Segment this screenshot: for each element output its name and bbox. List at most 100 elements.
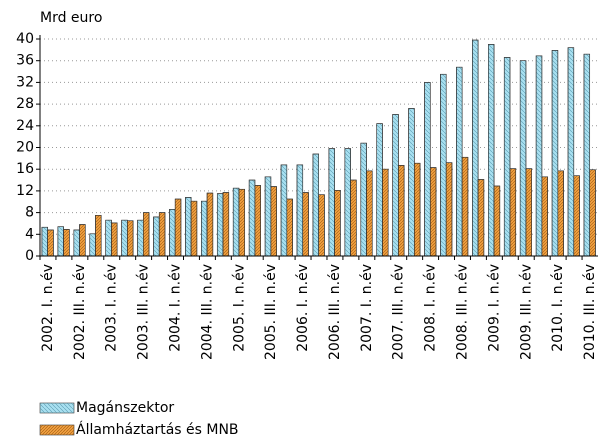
y-tick-label: 8 xyxy=(25,205,34,221)
bar-hatch xyxy=(95,215,102,257)
bar-hatch xyxy=(270,186,277,257)
y-tick-label: 16 xyxy=(16,161,34,177)
y-tick-label: 28 xyxy=(16,96,34,112)
bar-hatch xyxy=(519,60,527,257)
bar-hatch xyxy=(429,167,437,257)
legend-swatch-hatch xyxy=(40,425,74,435)
bar-hatch xyxy=(201,200,208,257)
bar-hatch xyxy=(137,219,144,257)
bar-hatch xyxy=(573,175,580,257)
bar-hatch xyxy=(127,220,134,257)
x-tick-label: 2008. I. n.év xyxy=(423,264,439,352)
bar-hatch xyxy=(461,156,469,257)
bar-hatch xyxy=(89,233,96,257)
x-tick-label: 2006. III. n.év xyxy=(327,264,343,360)
bar-hatch xyxy=(488,44,495,257)
x-tick-label: 2005. III. n.év xyxy=(263,264,279,360)
bar-hatch xyxy=(248,179,256,257)
bar-hatch xyxy=(366,170,373,257)
bar-hatch xyxy=(158,212,166,257)
bar-hatch xyxy=(398,165,405,257)
bar-hatch xyxy=(296,164,304,257)
x-tick-label: 2006. I. n.év xyxy=(295,264,311,352)
y-tick-label: 40 xyxy=(16,31,34,47)
bar-hatch xyxy=(57,226,64,257)
y-tick-label: 24 xyxy=(16,118,34,134)
x-tick-label: 2009. III. n.év xyxy=(518,264,534,360)
bar-hatch xyxy=(424,82,431,257)
bar-hatch xyxy=(47,229,54,257)
legend-label: Magánszektor xyxy=(76,400,174,416)
bar-hatch xyxy=(344,148,351,257)
bar-hatch xyxy=(79,224,86,257)
bar-hatch xyxy=(153,216,160,257)
x-tick-label: 2002. I. n.év xyxy=(40,264,56,352)
bar-hatch xyxy=(551,50,559,257)
bar-hatch xyxy=(143,212,150,257)
bar-hatch xyxy=(111,222,118,257)
x-tick-label: 2010. III. n.év xyxy=(582,264,598,360)
bar-hatch xyxy=(41,226,48,257)
y-tick-label: 12 xyxy=(16,183,34,199)
bar-hatch xyxy=(382,168,389,257)
bar-hatch xyxy=(583,53,591,257)
bar-hatch xyxy=(567,47,575,257)
bar-hatch xyxy=(105,219,112,257)
bar-hatch xyxy=(216,193,224,257)
x-tick-label: 2003. I. n.év xyxy=(104,264,120,352)
bar-hatch xyxy=(63,229,70,257)
x-tick-label: 2010. I. n.év xyxy=(550,264,566,352)
x-tick-label: 2004. III. n.év xyxy=(199,264,215,360)
y-tick-label: 32 xyxy=(16,74,34,90)
bar-hatch xyxy=(302,192,309,257)
bar-hatch xyxy=(238,188,246,257)
bar-hatch xyxy=(73,229,80,257)
bar-hatch xyxy=(472,39,479,257)
y-tick-label: 36 xyxy=(16,53,34,69)
bar-hatch xyxy=(222,192,230,257)
bar-hatch xyxy=(318,194,325,257)
bar-hatch xyxy=(493,185,501,257)
y-tick-label: 20 xyxy=(16,140,34,156)
bar-hatch xyxy=(334,190,341,257)
y-axis-title: Mrd euro xyxy=(40,10,102,26)
bar-hatch xyxy=(456,66,463,257)
bar-hatch xyxy=(121,219,128,257)
bar-hatch xyxy=(232,187,240,257)
bar-hatch xyxy=(190,200,198,257)
bar-hatch xyxy=(264,176,272,257)
bar-hatch xyxy=(286,198,293,257)
bar-hatch xyxy=(503,57,511,257)
x-tick-label: 2009. I. n.év xyxy=(486,264,502,352)
bar-hatch xyxy=(254,185,261,257)
bar-hatch xyxy=(541,176,548,257)
bar-hatch xyxy=(440,73,447,257)
bar-hatch xyxy=(477,179,485,257)
bar-hatch xyxy=(312,153,319,257)
x-tick-label: 2004. I. n.év xyxy=(168,264,184,352)
legend-swatch-hatch xyxy=(40,403,74,413)
bar-hatch xyxy=(509,168,517,257)
legend-label: Államháztartás és MNB xyxy=(76,421,239,438)
bar-hatch xyxy=(414,162,421,257)
bar-hatch xyxy=(185,197,192,257)
bar-hatch xyxy=(280,164,288,257)
x-tick-label: 2007. I. n.év xyxy=(359,264,375,352)
bar-hatch xyxy=(328,148,335,257)
y-tick-label: 0 xyxy=(25,248,34,264)
bar-hatch xyxy=(392,114,399,257)
bar-hatch xyxy=(206,192,214,257)
bar-hatch xyxy=(535,55,543,257)
x-tick-label: 2002. III. n.év xyxy=(72,264,88,360)
bar-hatch xyxy=(408,108,415,257)
bar-hatch xyxy=(376,123,383,257)
x-tick-label: 2003. III. n.év xyxy=(136,264,152,360)
x-tick-label: 2008. III. n.év xyxy=(454,264,470,360)
x-tick-label: 2007. III. n.év xyxy=(391,264,407,360)
x-tick-label: 2005. I. n.év xyxy=(231,264,247,352)
y-tick-label: 4 xyxy=(25,226,34,242)
bar-hatch xyxy=(350,179,357,257)
bar-hatch xyxy=(557,170,564,257)
bar-hatch xyxy=(589,169,596,257)
